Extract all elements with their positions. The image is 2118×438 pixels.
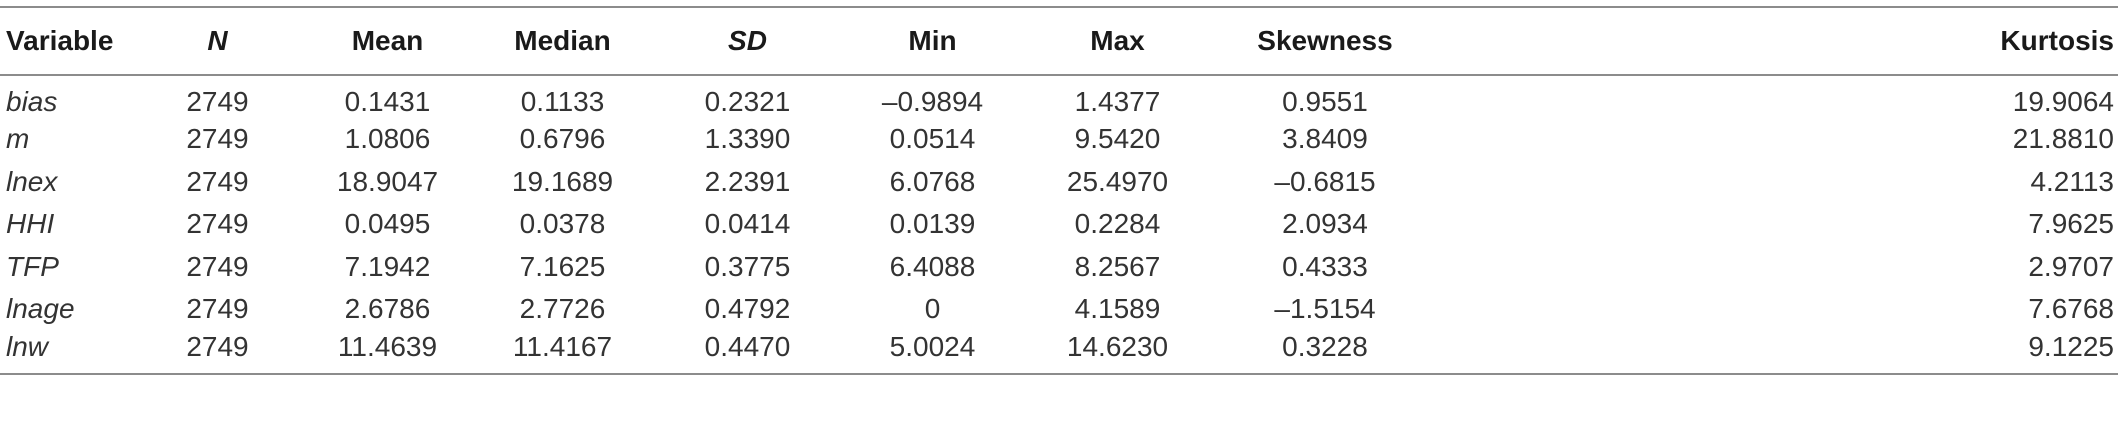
cell-skewness: –1.5154 (1274, 293, 1376, 325)
cell-skewness: 3.8409 (1282, 123, 1368, 155)
cell-mean: 1.0806 (344, 123, 431, 155)
table-row: lnage 2749 2.6786 2.7726 0.4792 0 4.1589 –1.515… (0, 288, 2118, 331)
cell-median: 2.7726 (519, 293, 606, 325)
cell-kurtosis: 7.6768 (2028, 293, 2114, 325)
cell-min: 0.0514 (889, 123, 976, 155)
cell-skewness: 0.4333 (1282, 250, 1368, 282)
cell-max: 0.2284 (1074, 208, 1161, 240)
cell-n: 2749 (130, 330, 305, 375)
cell-min: –0.9894 (881, 86, 984, 117)
cell-kurtosis: 19.9064 (2012, 86, 2114, 117)
cell-variable: m (6, 123, 30, 155)
cell-n: 2749 (186, 250, 249, 282)
cell-median: 7.1625 (519, 250, 606, 282)
cell-max: 4.1589 (1074, 293, 1161, 325)
table-body: bias 2749 0.1431 0.1133 0.2321 –0.9894 1.4377 0… (0, 75, 2118, 375)
cell-variable: bias (6, 86, 58, 117)
header-min: Min (840, 6, 1025, 76)
cell-skewness: –0.6815 (1274, 165, 1376, 197)
cell-median: 19.1689 (511, 165, 614, 197)
cell-skewness: 0.9551 (1282, 86, 1368, 117)
cell-mean: 0.1431 (344, 86, 431, 117)
cell-min: 5.0024 (840, 330, 1025, 375)
cell-n: 2749 (186, 293, 249, 325)
cell-kurtosis: 4.2113 (2030, 165, 2114, 197)
cell-kurtosis: 7.9625 (2028, 208, 2114, 240)
header-skewness: Skewness (1210, 6, 1440, 76)
table-row: TFP 2749 7.1942 7.1625 0.3775 6.4088 8.2567 0.4… (0, 246, 2118, 289)
cell-kurtosis: 9.1225 (1440, 330, 2118, 375)
cell-min: 6.0768 (889, 165, 976, 197)
table-row: m 2749 1.0806 0.6796 1.3390 0.0514 9.5420 3.840… (0, 118, 2118, 161)
header-kurtosis: Kurtosis (1440, 6, 2118, 76)
cell-max: 1.4377 (1074, 86, 1161, 117)
cell-variable: lnage (6, 293, 75, 325)
cell-mean: 0.0495 (344, 208, 431, 240)
cell-n: 2749 (186, 123, 249, 155)
cell-n: 2749 (186, 208, 249, 240)
cell-sd: 0.0414 (704, 208, 791, 240)
cell-skewness: 0.3228 (1210, 330, 1440, 375)
cell-min: 0.0139 (889, 208, 976, 240)
table-row: lnw 2749 11.4639 11.4167 0.4470 5.0024 14.6230… (0, 330, 2118, 375)
cell-max: 25.4970 (1066, 165, 1169, 197)
cell-max: 8.2567 (1074, 250, 1161, 282)
header-row: Variable N Mean Median SD Min Max Skewne… (0, 6, 2118, 76)
cell-min: 6.4088 (889, 250, 976, 282)
table-header: Variable N Mean Median SD Min Max Skewne… (0, 6, 2118, 76)
descriptive-statistics-table: Variable N Mean Median SD Min Max Skewne… (0, 6, 2118, 375)
cell-kurtosis: 21.8810 (2012, 123, 2114, 155)
cell-median: 0.0378 (519, 208, 606, 240)
cell-mean: 11.4639 (305, 330, 470, 375)
cell-median: 11.4167 (470, 330, 655, 375)
cell-max: 9.5420 (1074, 123, 1161, 155)
cell-variable: TFP (6, 250, 59, 282)
header-sd: SD (655, 6, 840, 76)
cell-variable: lnex (6, 165, 58, 197)
table-row: lnex 2749 18.9047 19.1689 2.2391 6.0768 25.497… (0, 161, 2118, 204)
cell-min: 0 (924, 293, 941, 325)
cell-median: 0.1133 (520, 86, 605, 117)
cell-kurtosis: 2.9707 (2028, 250, 2114, 282)
header-max: Max (1025, 6, 1210, 76)
header-n: N (130, 6, 305, 76)
cell-mean: 18.9047 (336, 165, 439, 197)
table-row: HHI 2749 0.0495 0.0378 0.0414 0.0139 0.2284 2.0… (0, 203, 2118, 246)
cell-mean: 7.1942 (344, 250, 431, 282)
cell-sd: 0.4792 (704, 293, 791, 325)
cell-mean: 2.6786 (344, 293, 431, 325)
cell-sd: 0.3775 (704, 250, 791, 282)
cell-sd: 1.3390 (704, 123, 791, 155)
header-mean: Mean (305, 6, 470, 76)
cell-n: 2749 (186, 86, 249, 117)
cell-median: 0.6796 (519, 123, 606, 155)
header-median: Median (470, 6, 655, 76)
cell-sd: 0.4470 (655, 330, 840, 375)
cell-sd: 0.2321 (704, 86, 791, 117)
cell-max: 14.6230 (1025, 330, 1210, 375)
table-row: bias 2749 0.1431 0.1133 0.2321 –0.9894 1.4377 0… (0, 75, 2118, 118)
cell-variable: HHI (6, 208, 55, 240)
cell-n: 2749 (186, 165, 249, 197)
cell-skewness: 2.0934 (1282, 208, 1368, 240)
cell-variable: lnw (0, 330, 130, 375)
cell-sd: 2.2391 (704, 165, 791, 197)
header-variable: Variable (0, 6, 130, 76)
